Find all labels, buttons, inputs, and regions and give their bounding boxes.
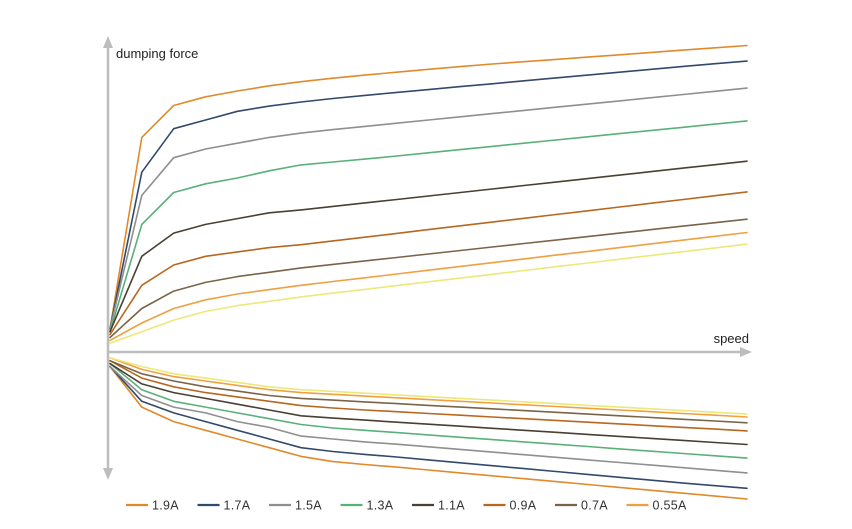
legend-label-0_7a: 0.7A <box>581 499 608 513</box>
legend-label-1_5a: 1.5A <box>295 499 322 513</box>
series-1_3a-compression-line <box>109 362 748 459</box>
series-1_7a-rebound-line <box>109 60 748 330</box>
series-1_3a-rebound-line <box>109 120 748 333</box>
series-0_7a-rebound-line <box>109 218 748 339</box>
legend-label-1_3a: 1.3A <box>367 499 394 513</box>
legend-label-1_7a: 1.7A <box>224 499 251 513</box>
curves <box>109 44 748 500</box>
y-axis-arrow-up <box>103 36 113 48</box>
series-1_9a-compression-line <box>109 365 748 500</box>
axes <box>103 36 752 480</box>
series-1_1a-compression-line <box>109 362 748 446</box>
series-unlabeled-compression-line <box>109 356 748 415</box>
series-0_9a-compression-line <box>109 359 748 432</box>
series-1_9a-rebound-line <box>109 44 748 330</box>
legend-label-1_1a: 1.1A <box>438 499 465 513</box>
series-0_7a-compression-line <box>109 359 748 424</box>
legend-label-0_9a: 0.9A <box>510 499 537 513</box>
series-1_7a-compression-line <box>109 365 748 490</box>
series-0_9a-rebound-line <box>109 191 748 336</box>
series-0_55a-rebound-line <box>109 231 748 342</box>
series-1_5a-compression-line <box>109 365 748 474</box>
series-1_5a-rebound-line <box>109 87 748 330</box>
series-unlabeled-rebound-line <box>109 243 748 345</box>
y-axis-arrow-down <box>103 468 113 480</box>
series-1_1a-rebound-line <box>109 160 748 333</box>
legend: 1.9A 1.7A 1.5A 1.3A 1.1A 0.9A 0.7A 0.55A <box>126 499 687 513</box>
legend-label-1_9a: 1.9A <box>152 499 179 513</box>
x-axis-arrow-right <box>740 347 752 357</box>
series-0_55a-compression-line <box>109 356 748 418</box>
y-axis-label: dumping force <box>116 46 198 61</box>
legend-label-0_55a: 0.55A <box>653 499 688 513</box>
x-axis-label: speed <box>714 331 749 346</box>
